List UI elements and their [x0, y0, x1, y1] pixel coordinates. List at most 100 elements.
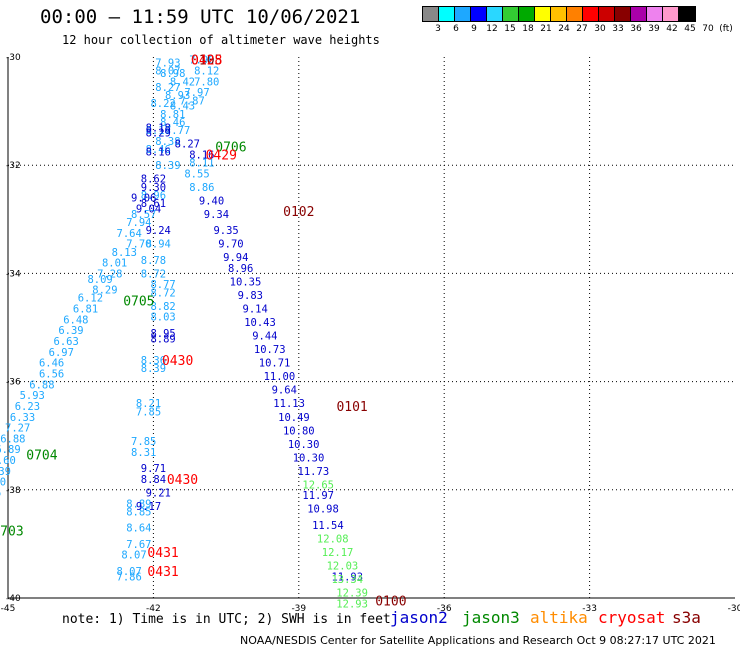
wave-height-value: 8.43: [170, 101, 195, 113]
y-tick-label: -40: [6, 594, 21, 604]
wave-height-value: 11.13: [273, 398, 305, 410]
wave-height-value: 7.70: [126, 239, 151, 251]
color-scale-label: 42: [666, 24, 678, 34]
x-tick-label: -39: [291, 604, 306, 614]
wave-height-value: 6.88: [29, 379, 54, 391]
pass-time-label: 0101: [336, 400, 367, 415]
wave-height-value: 10.71: [259, 358, 291, 370]
color-swatch: [663, 7, 679, 21]
wave-height-value: 8.55: [184, 168, 209, 180]
wave-height-value: 8.98: [160, 68, 185, 80]
y-tick-label: -30: [6, 53, 21, 63]
chart-subtitle: 12 hour collection of altimeter wave hei…: [62, 33, 380, 47]
color-scale-label: 6: [453, 24, 459, 34]
wave-height-value: 8.84: [141, 474, 166, 486]
wave-height-value: 6.81: [73, 304, 98, 316]
pass-time-label: 0429: [206, 148, 237, 163]
color-swatch: [487, 7, 503, 21]
x-tick-label: -30: [728, 604, 740, 614]
wave-height-value: 7.64: [117, 228, 142, 240]
color-swatch: [503, 7, 519, 21]
color-scale-label: (ft): [719, 24, 733, 34]
wave-height-value: 8.81: [160, 109, 185, 121]
wave-height-value: 8.93: [165, 90, 190, 102]
wave-height-value: 8.77: [150, 279, 175, 291]
wave-height-value: 8.12: [194, 66, 219, 78]
color-swatch: [535, 7, 551, 21]
x-tick-label: -36: [437, 604, 452, 614]
color-swatch: [439, 7, 455, 21]
legend-altika: altika: [530, 608, 588, 627]
wave-height-value: 8.18: [146, 122, 171, 134]
pass-time-label: 0430: [162, 354, 193, 369]
wave-height-value: 8.29: [92, 285, 117, 297]
color-scale-label: 36: [630, 24, 642, 34]
wave-height-value: 8.86: [189, 182, 214, 194]
wave-height-value: 8.21: [136, 398, 161, 410]
wave-height-value: 8.27: [175, 139, 200, 151]
wave-height-value: 8.62: [141, 174, 166, 186]
wave-height-value: 8.01: [102, 258, 127, 270]
wave-height-value: 8.64: [126, 523, 151, 535]
wave-height-value: 7.93: [155, 57, 180, 69]
wave-height-value: 12.17: [322, 547, 354, 559]
color-swatch: [615, 7, 631, 21]
wave-height-value: 10.30: [293, 452, 325, 464]
wave-height-value: 7.80: [194, 76, 219, 88]
color-swatch: [583, 7, 599, 21]
color-swatch: [519, 7, 535, 21]
wave-height-value: 6.48: [63, 314, 88, 326]
x-tick-label: -42: [146, 604, 161, 614]
wave-height-value: 8.31: [131, 447, 156, 459]
wave-height-value: 9.83: [238, 290, 263, 302]
wave-height-value: 8.78: [141, 255, 166, 267]
wave-height-value: 7.27: [5, 423, 30, 435]
wave-height-value: 8.27: [155, 82, 180, 94]
wave-height-value: 9.64: [272, 385, 297, 397]
color-swatch: [471, 7, 487, 21]
wave-height-value: 11.54: [312, 520, 344, 532]
wave-height-value: 8.94: [146, 239, 171, 251]
wave-height-value: 6.97: [49, 347, 74, 359]
wave-height-value: 10.80: [283, 425, 315, 437]
wave-height-value: 8.46: [146, 144, 171, 156]
wave-height-value: 6.88: [0, 433, 25, 445]
wave-height-value: 11.93: [331, 571, 363, 583]
wave-height-value: 12.03: [327, 561, 359, 573]
wave-height-value: 11.00: [264, 371, 296, 383]
y-tick-label: -34: [6, 269, 21, 279]
wave-height-value: 7.90: [189, 55, 214, 67]
color-scale-label: 30: [594, 24, 606, 34]
wave-height-value: 12.08: [317, 533, 349, 545]
pass-time-label: 0428: [191, 54, 222, 69]
wave-height-value: 8.11: [189, 157, 214, 169]
wave-height-value: 7.85: [131, 436, 156, 448]
wave-height-value: 11.97: [302, 490, 334, 502]
wave-height-value: 6.26: [0, 488, 1, 500]
pass-time-label: 0430: [167, 473, 198, 488]
color-scale-label: 39: [648, 24, 660, 34]
color-swatch: [631, 7, 647, 21]
color-scale-label: 45: [684, 24, 696, 34]
x-tick-label: -45: [1, 604, 16, 614]
wave-height-value: 8.16: [189, 149, 214, 161]
pass-time-label: 0431: [147, 565, 178, 580]
wave-height-value: 9.30: [141, 182, 166, 194]
wave-height-value: 13.34: [331, 574, 363, 586]
wave-height-value: 7.94: [126, 217, 151, 229]
color-scale-label: 3: [435, 24, 441, 34]
wave-height-value: 10.73: [254, 344, 286, 356]
wave-height-value: 8.42: [170, 76, 195, 88]
wave-height-value: 7.67: [126, 539, 151, 551]
wave-height-value: 7.86: [117, 571, 142, 583]
wave-height-value: 9.44: [252, 331, 277, 343]
wave-height-value: 6.39: [0, 466, 11, 478]
note-text: note: 1) Time is in UTC; 2) SWH is in fe…: [62, 612, 391, 627]
wave-height-value: 8.72: [150, 287, 175, 299]
wave-height-value: 8.95: [150, 328, 175, 340]
wave-height-value: 7.10: [0, 477, 6, 489]
wave-height-value: 9.70: [218, 239, 243, 251]
wave-height-value: 9.14: [243, 304, 268, 316]
